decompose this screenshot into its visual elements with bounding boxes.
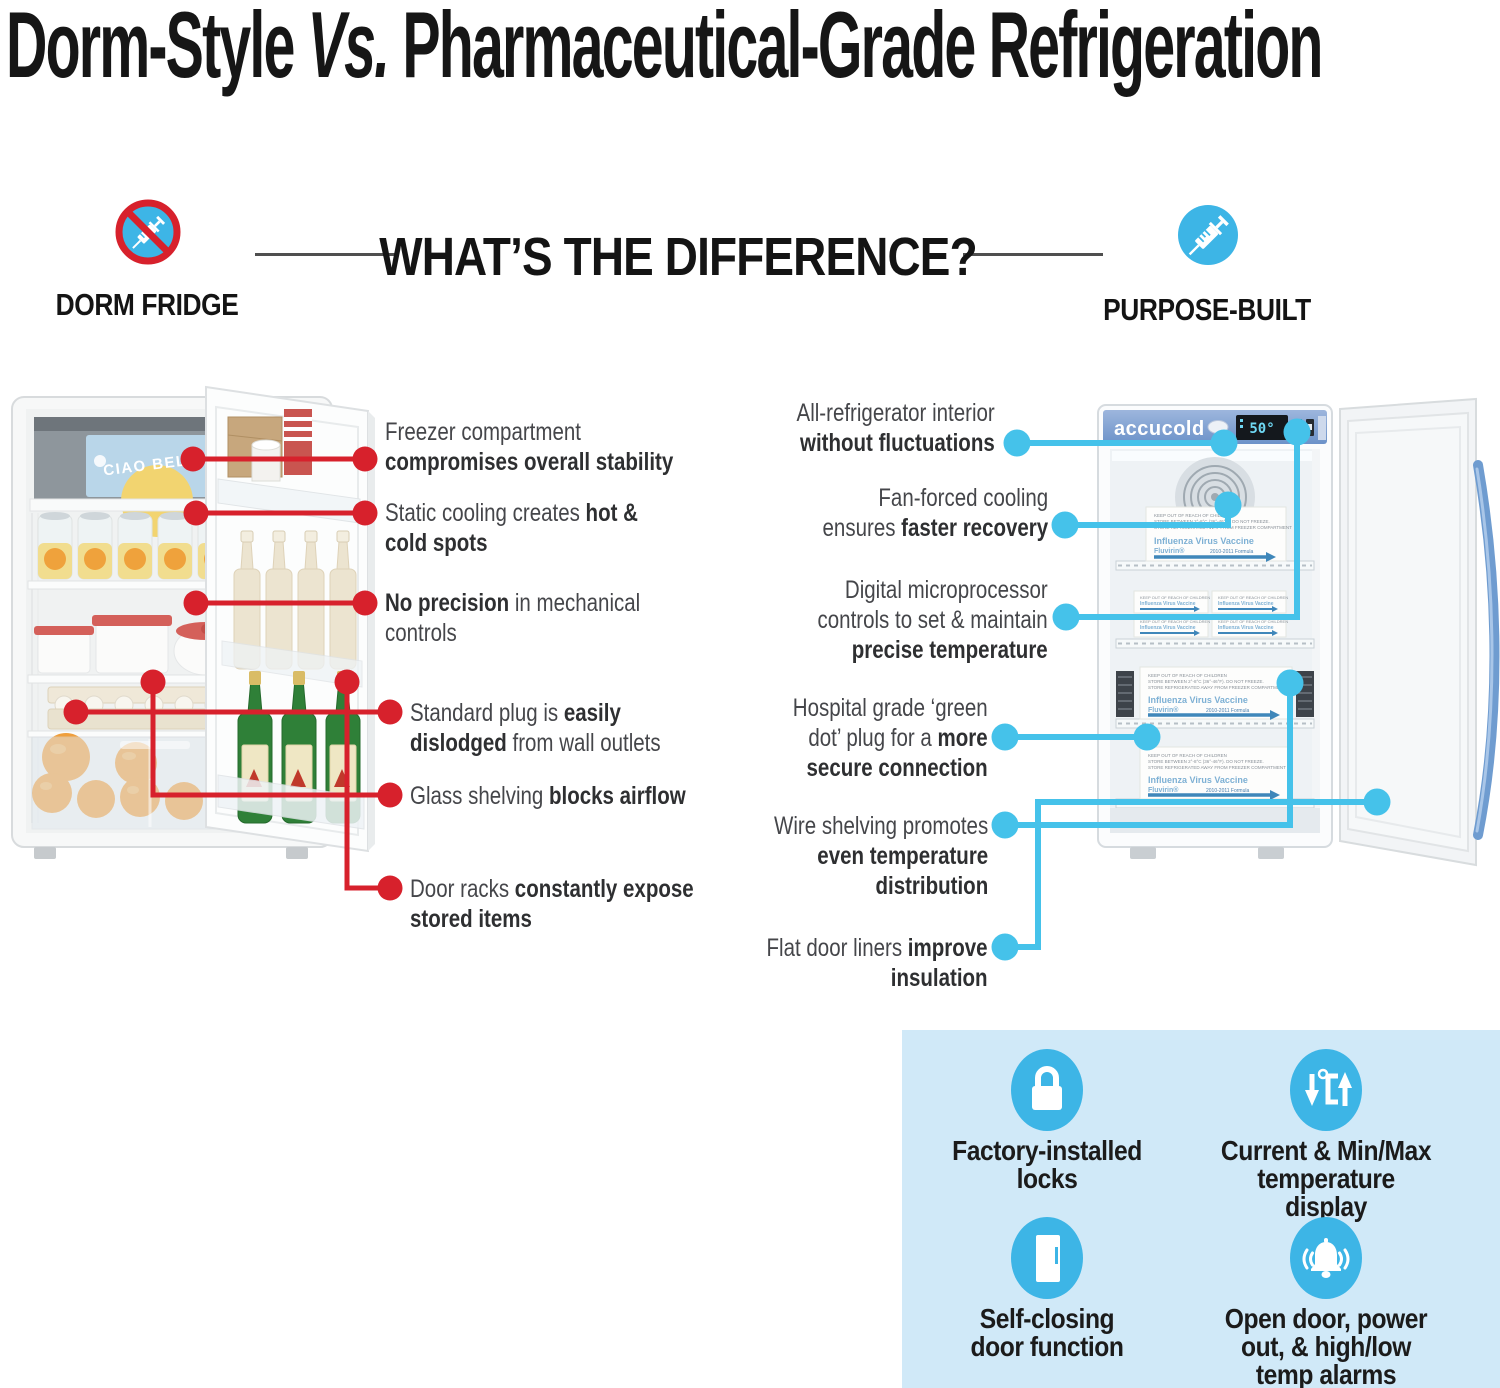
svg-text:STORE BETWEEN 2°-8°C (36°-46°F: STORE BETWEEN 2°-8°C (36°-46°F). DO NOT …: [1154, 519, 1270, 524]
svg-text:Fluvirin®: Fluvirin®: [1148, 786, 1179, 794]
svg-text:Influenza Virus Vaccine: Influenza Virus Vaccine: [1218, 625, 1274, 631]
accucold-control-panel: accucold 50°: [1103, 410, 1327, 444]
vaccine-box: KEEP OUT OF REACH OF CHILDREN STORE BETW…: [1139, 666, 1293, 720]
feature-label: Open door, power out, & high/low temp alar…: [1224, 1303, 1428, 1388]
feature-alarms: Open door, power out, & high/low temp alar…: [1176, 1216, 1476, 1388]
medical-open-door: [1339, 397, 1500, 867]
syringe-icon: [1178, 205, 1238, 265]
svg-text:2010-2011 Formula: 2010-2011 Formula: [1210, 549, 1253, 555]
medical-fridge-photo: accucold 50°: [1097, 397, 1500, 867]
vaccine-box: KEEP OUT OF REACH OF CHILDREN STORE BETW…: [1139, 746, 1293, 800]
feature-label: Self-closing door function: [970, 1303, 1124, 1362]
feature-self-closing-door: Self-closing door function: [897, 1216, 1197, 1361]
dorm-open-door: [205, 385, 375, 853]
svg-text:Influenza Virus Vaccine: Influenza Virus Vaccine: [1140, 601, 1196, 607]
feature-factory-locks: Factory-installed locks: [897, 1048, 1197, 1193]
page-title: Dorm-Style Vs. Pharmaceutical-Grade Refr…: [6, 0, 1323, 97]
svg-text:STORE REFRIGERATED AWAY FROM F: STORE REFRIGERATED AWAY FROM FREEZER COM…: [1154, 525, 1292, 530]
svg-text:STORE BETWEEN 2°-8°C (36°-46°F: STORE BETWEEN 2°-8°C (36°-46°F). DO NOT …: [1148, 679, 1264, 684]
feature-label: Current & Min/Max temperature display: [1220, 1135, 1432, 1222]
svg-text:Influenza Virus Vaccine: Influenza Virus Vaccine: [1154, 536, 1254, 546]
callout-digital-microprocessor: Digital microprocessor controls to set & …: [817, 576, 1048, 664]
svg-text:KEEP OUT OF REACH OF CHILDREN: KEEP OUT OF REACH OF CHILDREN: [1140, 619, 1210, 624]
svg-text:KEEP OUT OF REACH OF CHILDREN: KEEP OUT OF REACH OF CHILDREN: [1140, 595, 1210, 600]
dorm-fridge-photo: CIAO BELLA: [11, 385, 375, 859]
heading-rule-left: [255, 253, 395, 256]
dorm-fridge-label: DORM FRIDGE: [55, 287, 239, 322]
callout-flat-door-liners: Flat door liners improve insulation: [766, 934, 988, 992]
self-closing-door-icon: [1011, 1217, 1083, 1299]
svg-text:Influenza Virus Vaccine: Influenza Virus Vaccine: [1148, 775, 1248, 785]
svg-text:STORE REFRIGERATED AWAY FROM F: STORE REFRIGERATED AWAY FROM FREEZER COM…: [1148, 685, 1286, 690]
svg-text:KEEP OUT OF REACH OF CHILDREN: KEEP OUT OF REACH OF CHILDREN: [1154, 513, 1233, 518]
section-heading: WHAT’S THE DIFFERENCE?: [379, 227, 977, 287]
feature-temp-display: Current & Min/Max temperature display: [1176, 1048, 1476, 1221]
no-syringe-icon: [115, 199, 181, 265]
svg-text:Influenza Virus Vaccine: Influenza Virus Vaccine: [1140, 625, 1196, 631]
svg-text:STORE REFRIGERATED AWAY FROM F: STORE REFRIGERATED AWAY FROM FREEZER COM…: [1148, 765, 1286, 770]
alarm-bell-icon: [1290, 1217, 1362, 1299]
purpose-built-label: PURPOSE-BUILT: [1103, 292, 1311, 327]
svg-text:2010-2011 Formula: 2010-2011 Formula: [1206, 788, 1249, 794]
callout-door-racks: Door racks constantly expose stored items: [410, 875, 694, 933]
svg-text:Fluvirin®: Fluvirin®: [1148, 706, 1179, 714]
callout-glass-shelving: Glass shelving blocks airflow: [410, 782, 686, 810]
callout-no-precision: No precision in mechanical controls: [385, 589, 641, 647]
svg-text:KEEP OUT OF REACH OF CHILDREN: KEEP OUT OF REACH OF CHILDREN: [1218, 595, 1288, 600]
feature-label: Factory-installed locks: [952, 1135, 1142, 1194]
callout-fan-forced-cooling: Fan-forced cooling ensures faster recover…: [822, 484, 1048, 542]
svg-text:Influenza Virus Vaccine: Influenza Virus Vaccine: [1148, 695, 1248, 705]
svg-text:2010-2011 Formula: 2010-2011 Formula: [1206, 708, 1249, 714]
feature-panel: Factory-installed locks Current & Min/Max…: [902, 1030, 1500, 1388]
svg-text:Influenza Virus Vaccine: Influenza Virus Vaccine: [1218, 601, 1274, 607]
svg-text:KEEP OUT OF REACH OF CHILDREN: KEEP OUT OF REACH OF CHILDREN: [1148, 753, 1227, 758]
temperature-display: 50°: [1249, 421, 1274, 437]
callout-freezer-compartment: Freezer compartment compromises overall s…: [385, 418, 674, 476]
door-handle: [1473, 460, 1500, 840]
svg-text:KEEP OUT OF REACH OF CHILDREN: KEEP OUT OF REACH OF CHILDREN: [1218, 619, 1288, 624]
svg-text:Fluvirin®: Fluvirin®: [1154, 547, 1185, 555]
lock-icon: [1011, 1049, 1083, 1131]
callout-all-refrigerator: All-refrigerator interior without fluctua…: [796, 399, 995, 457]
temperature-display-icon: [1290, 1049, 1362, 1131]
accucold-logo: accucold: [1114, 418, 1205, 440]
svg-text:STORE BETWEEN 2°-8°C (36°-46°F: STORE BETWEEN 2°-8°C (36°-46°F). DO NOT …: [1148, 759, 1264, 764]
svg-text:KEEP OUT OF REACH OF CHILDREN: KEEP OUT OF REACH OF CHILDREN: [1148, 673, 1227, 678]
vaccine-box: KEEP OUT OF REACH OF CHILDREN STORE BETW…: [1145, 506, 1292, 562]
callout-static-cooling: Static cooling creates hot & cold spots: [385, 499, 638, 557]
heading-rule-right: [963, 253, 1103, 256]
callout-hospital-grade-plug: Hospital grade ‘green dot’ plug for a mor…: [793, 694, 988, 782]
callout-standard-plug: Standard plug is easily dislodged from wa…: [410, 699, 661, 757]
callout-wire-shelving: Wire shelving promotes even temperature di…: [773, 812, 988, 900]
